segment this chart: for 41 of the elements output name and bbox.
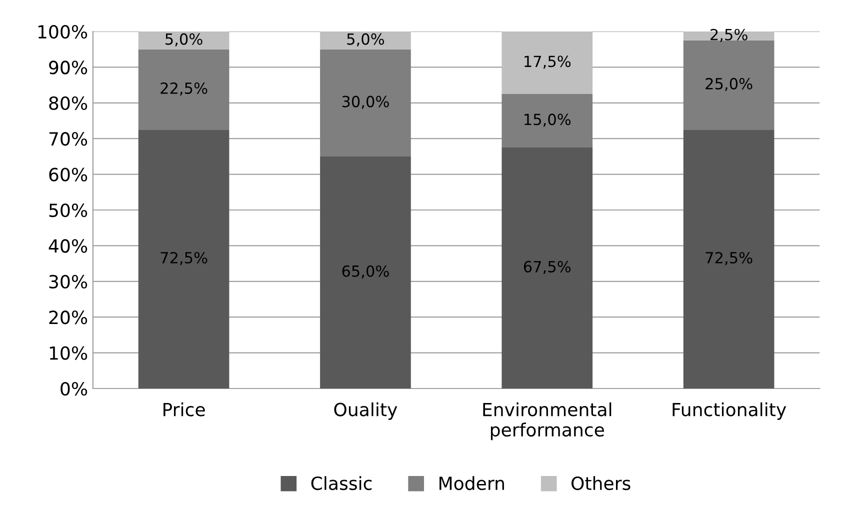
bar bbox=[502, 32, 593, 94]
data-label: 22,5% bbox=[160, 82, 208, 96]
bar bbox=[320, 156, 411, 388]
data-label: 5,0% bbox=[166, 33, 202, 46]
x-tick-label: Functionality bbox=[672, 402, 786, 420]
bar bbox=[138, 49, 230, 130]
bar bbox=[683, 130, 774, 388]
legend-label: Others bbox=[572, 476, 630, 490]
y-tick-label: 30% bbox=[49, 274, 88, 289]
x-tick-label: Environmental performance bbox=[483, 402, 612, 440]
bar bbox=[502, 148, 593, 388]
y-tick-label: 90% bbox=[49, 60, 88, 74]
data-label: 30,0% bbox=[342, 96, 389, 109]
data-label: 5,0% bbox=[347, 33, 384, 46]
y-tick-label: 100% bbox=[38, 24, 88, 39]
bar bbox=[502, 94, 593, 148]
y-tick-label: 50% bbox=[49, 203, 88, 218]
data-label: 72,5% bbox=[706, 252, 752, 266]
bar bbox=[320, 32, 411, 50]
y-tick-label: 60% bbox=[49, 168, 88, 182]
legend-label: Modern bbox=[440, 476, 504, 490]
legend-label: Classic bbox=[311, 476, 372, 490]
data-label: 72,5% bbox=[160, 252, 208, 266]
bar bbox=[320, 49, 411, 156]
bar bbox=[683, 40, 774, 130]
data-label: 17,5% bbox=[524, 56, 571, 69]
y-tick-label: 20% bbox=[49, 310, 88, 324]
y-tick-label: 80% bbox=[49, 96, 88, 110]
data-label: 65,0% bbox=[342, 265, 389, 278]
y-tick-label: 0% bbox=[60, 382, 88, 396]
data-label: 67,5% bbox=[524, 260, 571, 274]
y-tick-label: 70% bbox=[49, 132, 88, 146]
y-tick-label: 40% bbox=[48, 239, 88, 253]
data-label: 2,5% bbox=[710, 28, 748, 42]
x-tick-label: Ouality bbox=[334, 402, 398, 420]
bar bbox=[138, 32, 230, 50]
bar bbox=[138, 130, 230, 388]
data-label: 25,0% bbox=[706, 78, 752, 92]
x-tick-label: Price bbox=[164, 402, 205, 416]
y-tick-label: 10% bbox=[50, 346, 88, 360]
data-label: 15,0% bbox=[524, 114, 571, 127]
